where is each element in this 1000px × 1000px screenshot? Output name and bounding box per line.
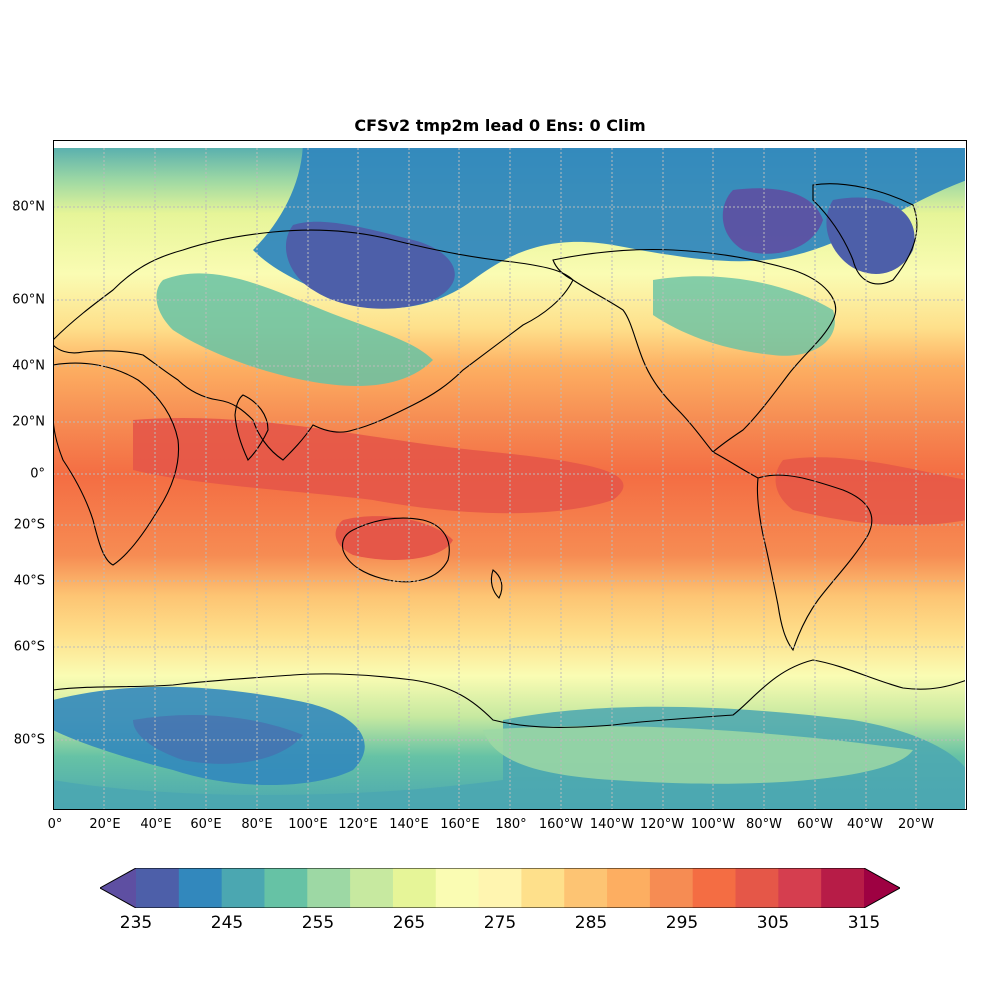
colorbar-tick-275: 275: [483, 913, 517, 933]
colorbar-bin: [778, 868, 822, 908]
colorbar-tick-265: 265: [392, 913, 426, 933]
colorbar-bin: [221, 868, 265, 908]
lat-label-60n: 60°N: [12, 292, 45, 308]
colorbar-bin: [692, 868, 737, 908]
colorbar-extend-low: [100, 868, 136, 908]
colorbar-tick-245: 245: [210, 913, 244, 933]
colorbar-bin: [735, 868, 779, 908]
lon-label-40e: 40°E: [140, 817, 172, 832]
lat-label-80s: 80°S: [13, 732, 45, 748]
lon-label-60w: 60°W: [797, 817, 833, 832]
lon-label-80w: 80°W: [746, 817, 782, 832]
colorbar-bin: [821, 868, 865, 908]
lon-label-0: 0°: [47, 817, 63, 832]
lon-label-60e: 60°E: [190, 817, 222, 832]
lon-label-140e: 140°E: [389, 817, 429, 832]
lat-label-60s: 60°S: [13, 639, 45, 655]
lon-label-100e: 100°E: [288, 817, 328, 832]
colorbar-bin: [178, 868, 223, 908]
temperature-map: [53, 140, 967, 810]
colorbar-tick-295: 295: [665, 913, 699, 933]
lon-label-40w: 40°W: [847, 817, 883, 832]
colorbar-bin: [392, 868, 437, 908]
lon-label-160w: 160°W: [538, 817, 584, 832]
lon-label-120e: 120°E: [338, 817, 378, 832]
lon-label-120w: 120°W: [639, 817, 685, 832]
map-canvas: [53, 140, 967, 810]
colorbar-bin: [649, 868, 694, 908]
lat-label-40s: 40°S: [13, 573, 45, 589]
colorbar-tick-315: 315: [847, 913, 881, 933]
colorbar-tick-235: 235: [119, 913, 153, 933]
colorbar-tick-305: 305: [756, 913, 790, 933]
colorbar-bin: [264, 868, 308, 908]
colorbar-bin: [307, 868, 351, 908]
colorbar-bin: [607, 868, 651, 908]
lat-label-20s: 20°S: [13, 517, 45, 533]
lat-label-80n: 80°N: [12, 199, 45, 215]
colorbar-bin: [435, 868, 480, 908]
colorbar-bin: [350, 868, 394, 908]
colorbar-bin: [136, 868, 180, 908]
lon-label-160e: 160°E: [440, 817, 480, 832]
colorbar: [100, 868, 900, 908]
map-frame: [53, 140, 967, 810]
lat-label-20n: 20°N: [12, 414, 45, 430]
lat-label-0: 0°: [30, 466, 45, 482]
colorbar-bin: [564, 868, 608, 908]
colorbar-extend-high: [864, 868, 900, 908]
lat-label-40n: 40°N: [12, 358, 45, 374]
lon-label-80e: 80°E: [241, 817, 273, 832]
lon-label-140w: 140°W: [589, 817, 635, 832]
lon-label-20e: 20°E: [89, 817, 121, 832]
colorbar-tick-285: 285: [574, 913, 608, 933]
map-title: CFSv2 tmp2m lead 0 Ens: 0 Clim: [354, 116, 646, 135]
lon-label-180: 180°: [495, 817, 527, 832]
colorbar-bin: [478, 868, 522, 908]
colorbar-tick-255: 255: [301, 913, 335, 933]
colorbar-bin: [521, 868, 565, 908]
lon-label-100w: 100°W: [690, 817, 736, 832]
lon-label-20w: 20°W: [898, 817, 934, 832]
